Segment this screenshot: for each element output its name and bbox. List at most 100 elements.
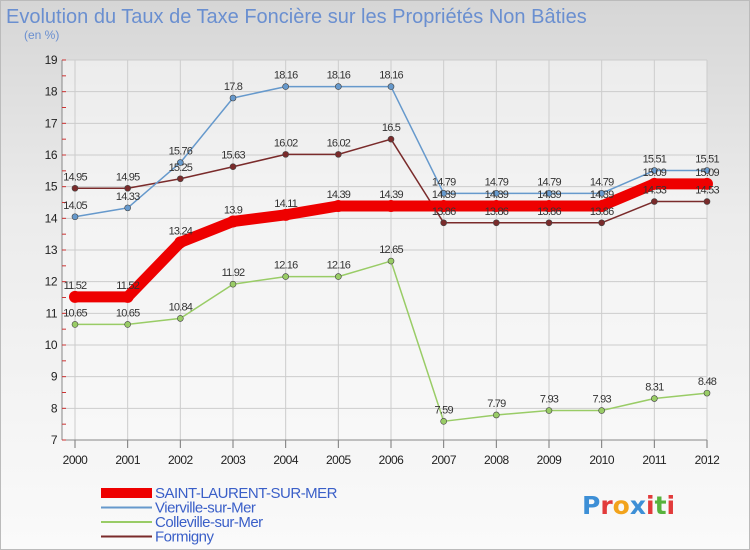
data-label: 14.95	[116, 171, 140, 183]
data-point	[387, 257, 395, 265]
data-label: 8.31	[645, 382, 664, 394]
data-point	[595, 199, 608, 212]
data-point	[124, 184, 131, 192]
data-point	[701, 177, 713, 190]
data-point	[177, 159, 184, 166]
data-point	[490, 199, 503, 212]
data-label: 14.39	[485, 189, 509, 201]
x-tick-label: 2010	[589, 453, 615, 467]
data-point	[440, 190, 447, 197]
legend-label-1: Vierville-sur-Mer	[155, 500, 256, 517]
x-tick-label: 2012	[695, 453, 721, 467]
data-point	[545, 190, 553, 197]
data-label: 11.92	[222, 267, 245, 279]
data-point	[335, 273, 342, 280]
data-label: 12.16	[274, 260, 298, 272]
data-point	[71, 213, 79, 221]
data-label: 14.05	[63, 200, 87, 212]
data-point	[493, 411, 500, 419]
data-labels: 14.95 14.95 15.25 15.63 16.02 16.02 16.5 13.86 1…	[63, 70, 720, 417]
data-point	[332, 199, 345, 212]
y-tick-label: 11	[46, 306, 58, 320]
x-tick-label: 2002	[168, 453, 194, 467]
logo-letter: i	[646, 491, 655, 520]
data-label: 18.16	[327, 70, 351, 82]
data-point	[387, 83, 395, 90]
data-label: 14.95	[63, 171, 87, 183]
data-point	[493, 190, 500, 197]
series-layer	[69, 83, 713, 425]
y-tick-label: 16	[45, 148, 58, 162]
logo-letter: x	[630, 491, 646, 520]
data-label: 12.16	[327, 260, 351, 272]
data-label: 10.65	[116, 307, 140, 319]
data-label: 18.16	[274, 70, 298, 82]
data-label: 15.76	[169, 146, 193, 158]
data-point	[124, 204, 131, 212]
data-point	[177, 315, 184, 322]
y-tick-label: 9	[51, 370, 58, 384]
y-tick-label: 19	[45, 53, 58, 67]
legend-label-0: SAINT-LAURENT-SUR-MER	[155, 485, 338, 502]
data-label: 14.39	[590, 189, 614, 201]
data-label: 14.11	[274, 198, 297, 210]
data-point	[282, 273, 289, 280]
data-label: 14.53	[643, 185, 667, 197]
x-tick-label: 2001	[115, 453, 141, 467]
data-point	[493, 219, 500, 227]
data-point	[229, 280, 237, 288]
data-label: 13.24	[169, 225, 193, 237]
data-label: 13.86	[590, 206, 614, 218]
data-point	[703, 167, 711, 174]
data-point	[545, 219, 553, 227]
data-label: 14.39	[379, 189, 403, 201]
logo-letter: t	[655, 491, 667, 520]
data-point	[69, 290, 81, 303]
y-tick-label: 14	[45, 211, 58, 225]
data-label: 14.79	[590, 176, 614, 188]
data-point	[335, 83, 342, 90]
data-label: 15.51	[643, 154, 667, 166]
data-label: 10.65	[63, 307, 87, 319]
x-tick-label: 2011	[642, 453, 667, 467]
data-point	[124, 321, 131, 328]
data-point	[227, 215, 239, 228]
data-label: 13.9	[224, 205, 243, 217]
y-tick-label: 18	[45, 85, 58, 99]
data-point	[121, 290, 134, 303]
data-label: 14.79	[485, 176, 509, 188]
y-tick-label: 13	[45, 243, 58, 257]
data-label: 7.93	[540, 394, 559, 406]
data-point	[174, 236, 187, 249]
data-label: 14.79	[432, 176, 456, 188]
chart-title: Evolution du Taux de Taxe Foncière sur l…	[6, 6, 587, 28]
x-tick-label: 2003	[221, 453, 247, 467]
data-point	[598, 407, 605, 414]
axes: 7 8 9 10 11 12 13 14 15 16 17 18 19 2000 2001 2002 2003 2…	[45, 53, 721, 467]
data-point	[543, 199, 555, 212]
data-label: 13.86	[432, 206, 456, 218]
data-point	[229, 163, 237, 171]
data-label: 7.93	[593, 394, 612, 406]
data-point	[279, 208, 292, 221]
data-point	[545, 407, 553, 414]
data-point	[282, 83, 289, 90]
data-point	[440, 219, 447, 227]
data-label: 14.39	[327, 189, 351, 201]
data-point	[703, 198, 711, 205]
data-label: 11.52	[64, 280, 87, 292]
logo-letter: r	[600, 491, 613, 520]
legend-label-2: Colleville-sur-Mer	[155, 514, 263, 531]
data-label: 15.51	[695, 154, 719, 166]
data-label: 18.16	[379, 70, 403, 82]
legend: SAINT-LAURENT-SUR-MERVierville-sur-MerCo…	[101, 485, 338, 546]
data-label: 14.79	[537, 176, 561, 188]
data-point	[385, 199, 397, 212]
y-tick-label: 12	[45, 275, 58, 289]
data-label: 16.02	[327, 137, 351, 149]
data-point	[437, 199, 450, 212]
y-tick-label: 10	[45, 338, 58, 352]
x-tick-label: 2009	[537, 453, 563, 467]
chart-subtitle: (en %)	[24, 28, 59, 42]
